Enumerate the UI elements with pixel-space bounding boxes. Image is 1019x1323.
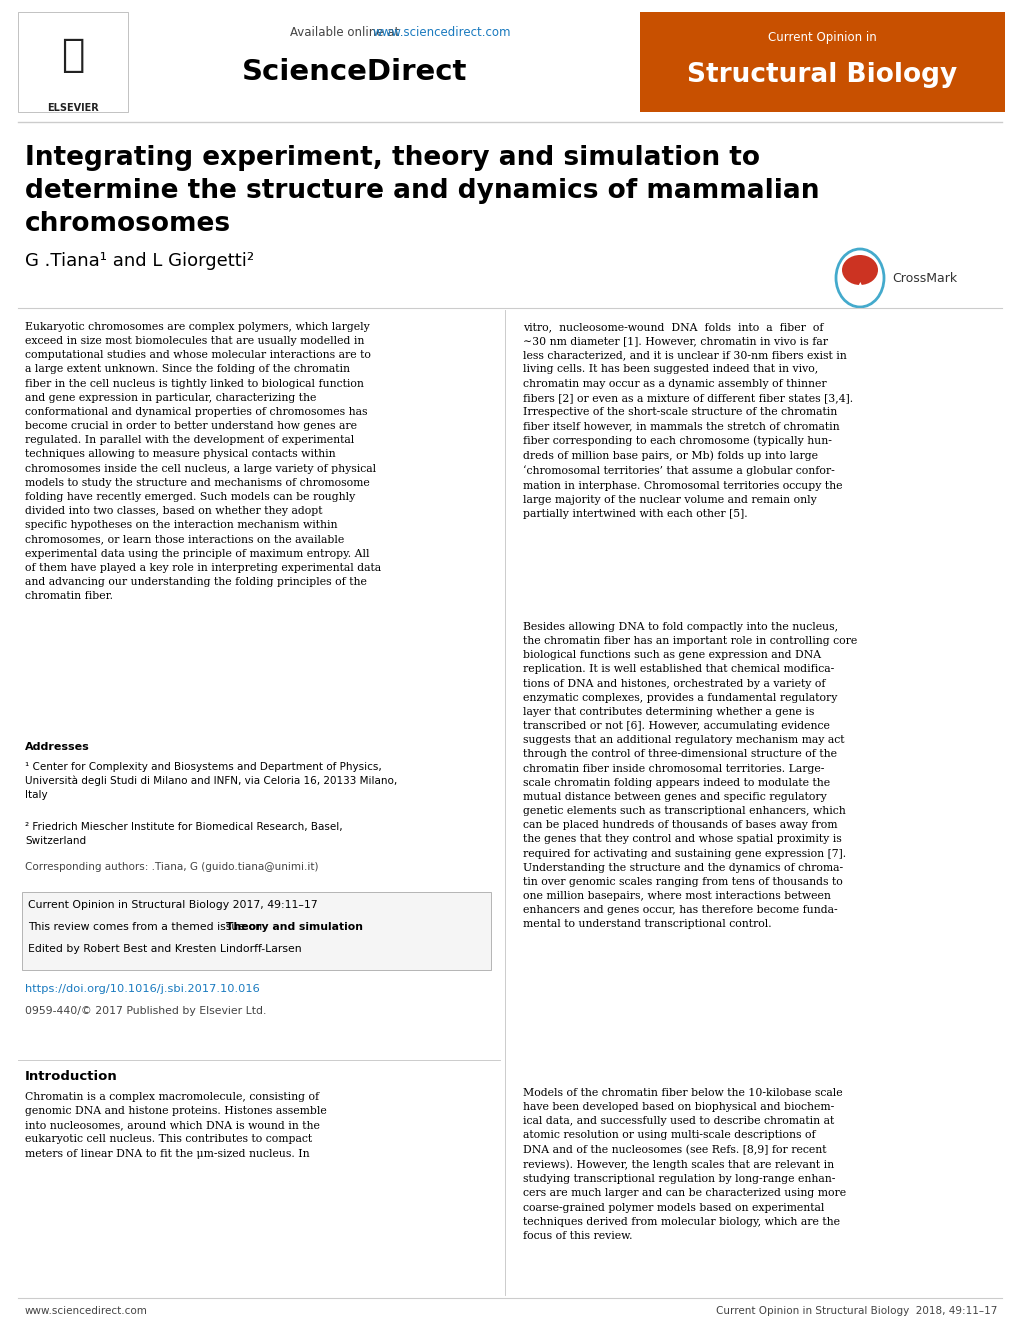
Ellipse shape xyxy=(836,249,883,307)
Text: Introduction: Introduction xyxy=(25,1070,117,1084)
Text: determine the structure and dynamics of mammalian: determine the structure and dynamics of … xyxy=(25,179,818,204)
Text: Edited by Robert Best and Kresten Lindorff-Larsen: Edited by Robert Best and Kresten Lindor… xyxy=(28,945,302,954)
Text: www.sciencedirect.com: www.sciencedirect.com xyxy=(373,25,511,38)
Text: ² Friedrich Miescher Institute for Biomedical Research, Basel,
Switzerland: ² Friedrich Miescher Institute for Biome… xyxy=(25,822,342,845)
Text: This review comes from a themed issue on: This review comes from a themed issue on xyxy=(28,922,265,931)
Text: CrossMark: CrossMark xyxy=(892,271,956,284)
Text: vitro,  nucleosome-wound  DNA  folds  into  a  fiber  of
∼30 nm diameter [1]. Ho: vitro, nucleosome-wound DNA folds into a… xyxy=(523,321,852,519)
Text: www.sciencedirect.com: www.sciencedirect.com xyxy=(25,1306,148,1316)
Text: Current Opinion in: Current Opinion in xyxy=(767,32,875,45)
Text: Eukaryotic chromosomes are complex polymers, which largely
exceed in size most b: Eukaryotic chromosomes are complex polym… xyxy=(25,321,381,601)
Text: Corresponding authors: .Tiana, G (guido.tiana@unimi.it): Corresponding authors: .Tiana, G (guido.… xyxy=(25,863,318,872)
Text: ⬛: ⬛ xyxy=(61,36,85,74)
Text: Structural Biology: Structural Biology xyxy=(686,62,956,89)
Ellipse shape xyxy=(841,255,877,284)
Text: Chromatin is a complex macromolecule, consisting of
genomic DNA and histone prot: Chromatin is a complex macromolecule, co… xyxy=(25,1091,326,1159)
Text: Current Opinion in Structural Biology  2018, 49:11–17: Current Opinion in Structural Biology 20… xyxy=(715,1306,996,1316)
Text: ¹ Center for Complexity and Biosystems and Department of Physics,
Università deg: ¹ Center for Complexity and Biosystems a… xyxy=(25,762,396,800)
Text: Besides allowing DNA to fold compactly into the nucleus,
the chromatin fiber has: Besides allowing DNA to fold compactly i… xyxy=(523,622,856,929)
Bar xyxy=(18,12,127,112)
Text: https://doi.org/10.1016/j.sbi.2017.10.016: https://doi.org/10.1016/j.sbi.2017.10.01… xyxy=(25,984,260,994)
Bar xyxy=(22,892,490,970)
Text: ELSEVIER: ELSEVIER xyxy=(47,103,99,112)
Text: Addresses: Addresses xyxy=(25,742,90,751)
Text: G .Tiana¹ and L Giorgetti²: G .Tiana¹ and L Giorgetti² xyxy=(25,251,254,270)
Text: Current Opinion in Structural Biology 2017, 49:11–17: Current Opinion in Structural Biology 20… xyxy=(28,900,317,910)
Text: Theory and simulation: Theory and simulation xyxy=(226,922,363,931)
Text: Integrating experiment, theory and simulation to: Integrating experiment, theory and simul… xyxy=(25,146,759,171)
Text: 0959-440/© 2017 Published by Elsevier Ltd.: 0959-440/© 2017 Published by Elsevier Lt… xyxy=(25,1005,266,1016)
Text: ▲: ▲ xyxy=(854,279,864,292)
Bar xyxy=(639,12,1004,112)
Text: chromosomes: chromosomes xyxy=(25,210,231,237)
Text: Available online at: Available online at xyxy=(289,25,403,38)
Text: ScienceDirect: ScienceDirect xyxy=(243,58,468,86)
Text: Models of the chromatin fiber below the 10-kilobase scale
have been developed ba: Models of the chromatin fiber below the … xyxy=(523,1088,846,1241)
